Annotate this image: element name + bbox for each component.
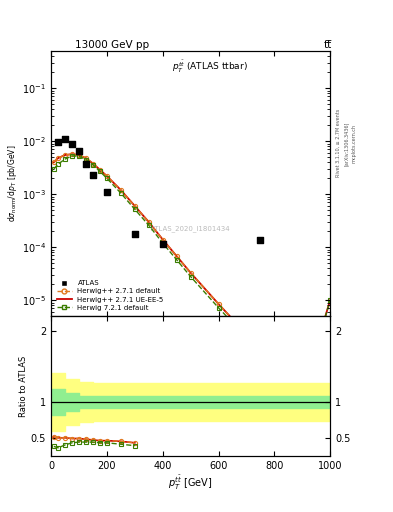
Point [55, 138, 61, 146]
Text: mcplots.cern.ch: mcplots.cern.ch [352, 124, 357, 163]
Y-axis label: $\mathrm{d}\sigma_\mathrm{norm}/\mathrm{d}p_\mathrm{T}$ [pb/GeV]: $\mathrm{d}\sigma_\mathrm{norm}/\mathrm{… [6, 145, 19, 223]
Text: Rivet 3.1.10, ≥ 2.7M events: Rivet 3.1.10, ≥ 2.7M events [336, 109, 341, 178]
X-axis label: $p^{t\bar{t}}_{T}$ [GeV]: $p^{t\bar{t}}_{T}$ [GeV] [168, 473, 213, 492]
Text: $p_T^{t\bar{t}}$ (ATLAS ttbar): $p_T^{t\bar{t}}$ (ATLAS ttbar) [172, 59, 248, 75]
Point [132, 229, 138, 238]
Point [83, 159, 89, 167]
Text: [arXiv:1306.3436]: [arXiv:1306.3436] [344, 121, 349, 165]
Point [62, 135, 68, 143]
Y-axis label: Ratio to ATLAS: Ratio to ATLAS [19, 355, 28, 417]
Legend: ATLAS, Herwig++ 2.7.1 default, Herwig++ 2.7.1 UE-EE-5, Herwig 7.2.1 default: ATLAS, Herwig++ 2.7.1 default, Herwig++ … [55, 279, 166, 313]
Point [76, 147, 82, 155]
Text: tt̅: tt̅ [324, 40, 332, 50]
Point [69, 140, 75, 148]
Point [90, 171, 96, 179]
Point [104, 188, 110, 196]
Text: ATLAS_2020_I1801434: ATLAS_2020_I1801434 [151, 225, 230, 232]
Point [257, 236, 264, 244]
Text: 13000 GeV pp: 13000 GeV pp [75, 40, 149, 50]
Point [160, 240, 166, 248]
